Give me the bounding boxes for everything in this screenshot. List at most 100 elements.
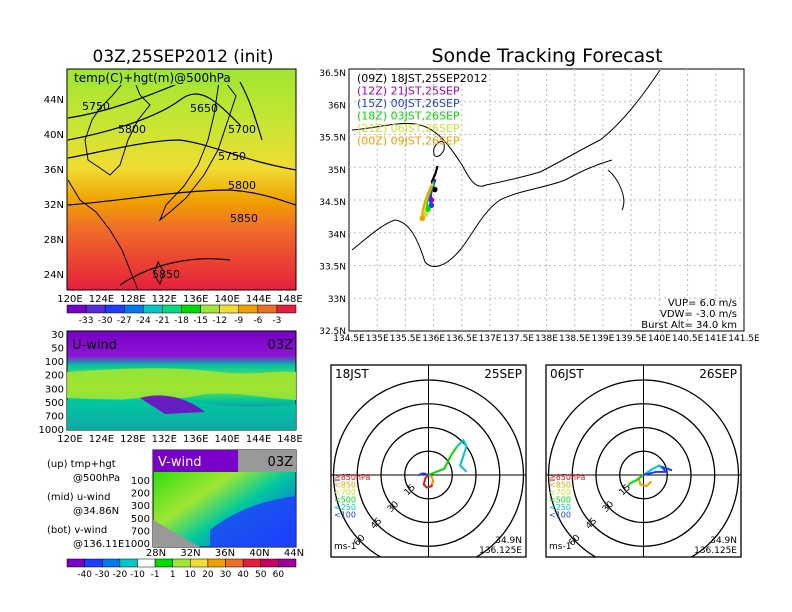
hodograph-trace bbox=[626, 474, 645, 487]
hodograph-level-legend: <500 bbox=[549, 496, 571, 505]
temp-colorbar-swatch bbox=[143, 304, 163, 314]
coastline-taiwan bbox=[153, 260, 165, 286]
v-y-tick: 1000 bbox=[125, 539, 150, 550]
contour-line bbox=[67, 139, 297, 171]
legend-entry: (09Z) 18JST,25SEP2012 bbox=[357, 72, 488, 85]
v-wind-time: 03Z bbox=[268, 455, 294, 470]
side-label: @34.86N bbox=[73, 506, 119, 517]
v-wind-title: V-wind bbox=[158, 455, 202, 470]
hodograph-level-legend: ≧850hPa bbox=[549, 473, 586, 482]
u-y-tick: 50 bbox=[51, 344, 64, 355]
hodograph-date: 26SEP bbox=[699, 367, 737, 381]
track-y-tick: 35N bbox=[328, 166, 346, 176]
coastline-japan bbox=[158, 73, 237, 222]
temp-colorbar-swatch bbox=[257, 304, 278, 314]
temp-colorbar-tick: -21 bbox=[155, 316, 170, 326]
track-x-tick: 138E bbox=[535, 334, 558, 344]
u-y-tick: 100 bbox=[45, 357, 64, 368]
hodograph-unit: ms-1 bbox=[334, 542, 356, 552]
u-x-tick: 132E bbox=[152, 434, 177, 445]
hodograph-level-legend: ≧850hPa bbox=[334, 473, 371, 482]
temp-colorbar-tick: -12 bbox=[212, 316, 227, 326]
track-y-tick: 34.5N bbox=[319, 198, 346, 208]
temp-y-tick: 28N bbox=[44, 235, 64, 246]
temp-colorbar-swatch bbox=[66, 304, 87, 314]
u-x-tick: 120E bbox=[57, 434, 82, 445]
side-labels: (up) tmp+hgt @500hPa (mid) u-wind @34.86… bbox=[47, 459, 124, 550]
track-x-tick: 136.5E bbox=[446, 334, 478, 344]
hodograph-title: 06JST bbox=[550, 367, 584, 381]
hodograph-level-legend: <500 bbox=[334, 496, 356, 505]
temp-y-tick: 44N bbox=[44, 95, 64, 106]
contour-label: 5750 bbox=[82, 100, 110, 113]
temp-colorbar-tick: -6 bbox=[253, 316, 262, 326]
track-x-tick: 141.5E bbox=[728, 334, 760, 344]
temp-colorbar-tick: -24 bbox=[136, 316, 151, 326]
coastline-izu bbox=[607, 169, 625, 211]
v-colorbar-swatch bbox=[66, 558, 85, 568]
v-colorbar-tick: 40 bbox=[237, 570, 249, 580]
temp-y-tick: 24N bbox=[44, 270, 64, 281]
contour-label: 5850 bbox=[230, 212, 258, 225]
temp-map-panel: 03Z,25SEP2012 (init) temp(C)+hgt(m)@500h… bbox=[44, 47, 303, 326]
coastline-kii bbox=[351, 159, 613, 267]
hodograph-level-legend: <100 bbox=[334, 511, 356, 520]
sonde-track-end-marker bbox=[422, 211, 428, 218]
coastline-honshu bbox=[351, 69, 661, 187]
v-colorbar-swatch bbox=[278, 558, 297, 568]
temp-colorbar-swatch bbox=[85, 304, 106, 314]
v-colorbar-tick: 20 bbox=[202, 570, 214, 580]
u-wind-y-ticks: 30 50 100 200 300 500 700 1000 bbox=[39, 330, 64, 436]
u-x-tick: 148E bbox=[277, 434, 302, 445]
temp-x-tick: 148E bbox=[277, 294, 302, 305]
temp-y-tick: 32N bbox=[44, 200, 64, 211]
track-legend: (09Z) 18JST,25SEP2012(12Z) 21JST,25SEP(1… bbox=[357, 72, 488, 148]
v-colorbar-tick: -20 bbox=[112, 570, 127, 580]
track-x-tick: 137E bbox=[479, 334, 502, 344]
temp-y-tick: 36N bbox=[44, 165, 64, 176]
temp-map-x-ticks: 120E 124E 128E 132E 136E 140E 144E 148E bbox=[57, 294, 302, 305]
v-y-tick: 700 bbox=[131, 526, 150, 537]
legend-entry: (21Z) 06JST,26SEP bbox=[357, 122, 460, 135]
track-map-panel: 36.5N 36N 35.5N 35N 34.5N 34N 33.5N 33N 32.5N 13… bbox=[319, 68, 760, 344]
hodograph-level-legend: <850 bbox=[549, 481, 571, 490]
contour-line bbox=[239, 81, 263, 141]
coastline-korea bbox=[84, 68, 151, 176]
hodograph-title: 18JST bbox=[335, 367, 369, 381]
v-colorbar-swatch bbox=[260, 558, 279, 568]
v-colorbar-swatch bbox=[101, 558, 121, 568]
temp-colorbar-swatch bbox=[124, 304, 144, 314]
u-x-tick: 136E bbox=[183, 434, 208, 445]
page-title: Sonde Tracking Forecast bbox=[431, 45, 662, 67]
contour-label: 5800 bbox=[228, 179, 256, 192]
contour-label: 5800 bbox=[118, 123, 146, 136]
v-colorbar-swatch bbox=[190, 558, 209, 568]
v-colorbar-swatch bbox=[172, 558, 191, 568]
v-colorbar-tick: -1 bbox=[151, 570, 160, 580]
track-x-tick: 139.5E bbox=[615, 334, 647, 344]
temp-x-tick: 124E bbox=[89, 294, 114, 305]
track-x-tick: 138.5E bbox=[559, 334, 591, 344]
temp-x-tick: 132E bbox=[152, 294, 177, 305]
temp-colorbar: -33 -30 -27 -24 -21 -18 -15 -12 -9 -6 -3 bbox=[66, 304, 297, 326]
v-x-tick: 44N bbox=[284, 548, 304, 559]
track-x-tick: 135E bbox=[366, 334, 389, 344]
track-y-tick: 35.5N bbox=[319, 134, 346, 144]
v-colorbar-swatch bbox=[225, 558, 244, 568]
temp-map-y-ticks: 44N 40N 36N 32N 28N 24N bbox=[44, 95, 64, 281]
track-grid bbox=[349, 69, 744, 331]
track-x-ticks: 134.5E 135E 135.5E 136E 136.5E 137E 137.5E 138E… bbox=[333, 334, 760, 344]
temp-colorbar-swatch bbox=[181, 304, 201, 314]
track-x-tick: 139E bbox=[591, 334, 614, 344]
side-label: (bot) v-wind bbox=[47, 525, 107, 536]
temp-map-field bbox=[66, 68, 297, 291]
temp-y-tick: 40N bbox=[44, 130, 64, 141]
temp-x-tick: 120E bbox=[57, 294, 82, 305]
legend-entry: (18Z) 03JST,26SEP bbox=[357, 110, 460, 123]
v-x-tick: 32N bbox=[180, 548, 200, 559]
u-wind-time: 03Z bbox=[268, 338, 294, 353]
track-x-tick: 135.5E bbox=[390, 334, 422, 344]
v-colorbar-tick: -30 bbox=[95, 570, 110, 580]
u-x-tick: 128E bbox=[120, 434, 145, 445]
